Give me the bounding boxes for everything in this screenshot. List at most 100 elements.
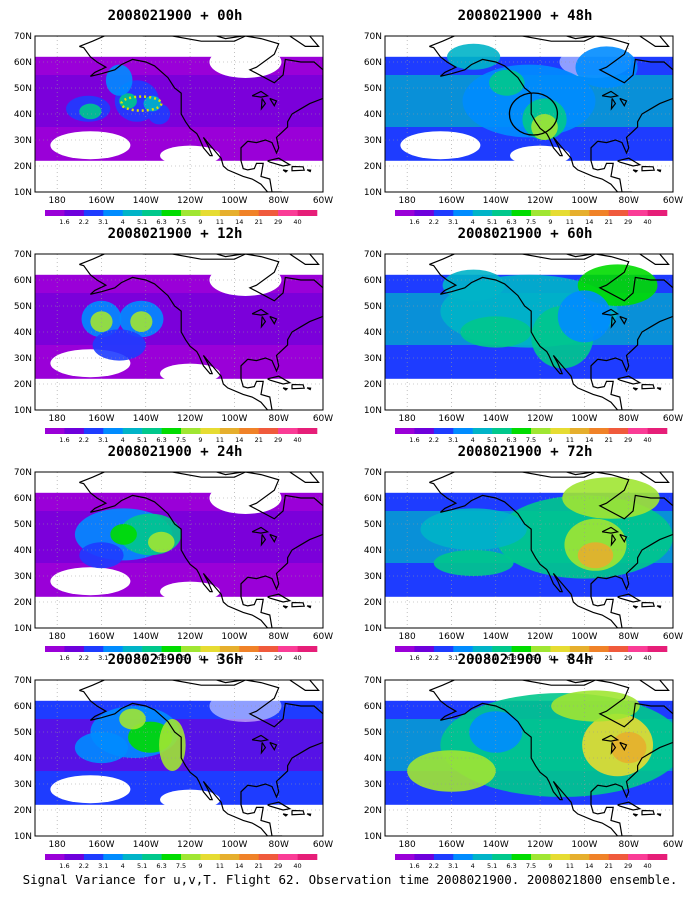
coastline-island — [675, 301, 688, 314]
colorbar-swatch — [414, 646, 435, 652]
coastline-lake — [269, 315, 278, 325]
coastline-island — [306, 387, 312, 391]
colorbar-label: 4 — [121, 654, 125, 662]
coastline-island — [675, 519, 688, 532]
lat-label: 10N — [364, 624, 382, 634]
lat-label: 20N — [14, 380, 32, 390]
coastline-lake — [610, 316, 617, 329]
coastline — [79, 680, 323, 836]
coastline-island — [675, 727, 688, 740]
lon-label: 80W — [269, 196, 289, 206]
colorbar-label: 5.1 — [487, 862, 497, 870]
lon-label: 100W — [221, 414, 247, 424]
variance-blob — [562, 477, 660, 519]
colorbar-label: 21 — [605, 654, 613, 662]
coastline-island — [214, 254, 245, 258]
coastline-north-america — [79, 36, 323, 192]
variance-blob — [577, 542, 614, 569]
variance-blob — [110, 524, 137, 545]
colorbar-label: 6.3 — [506, 654, 516, 662]
colorbar-swatch — [83, 210, 104, 216]
lat-label: 50N — [14, 520, 32, 530]
colorbar-label: 21 — [605, 436, 613, 444]
variance-blob — [557, 290, 611, 343]
colorbar-swatch — [569, 428, 590, 434]
colorbar-swatch — [103, 646, 124, 652]
variance-field — [385, 690, 673, 805]
figure-caption: Signal Variance for u,v,T. Flight 62. Ob… — [22, 872, 678, 887]
colorbar-label: 29 — [624, 218, 632, 226]
colorbar-label: 29 — [624, 436, 632, 444]
lon-label: 100W — [571, 196, 597, 206]
colorbar-swatch — [511, 646, 532, 652]
colorbar-swatch — [161, 646, 182, 652]
colorbar-label: 5.1 — [137, 654, 147, 662]
coastline-lake — [251, 308, 270, 316]
lat-label: 50N — [364, 84, 382, 94]
lat-label: 70N — [14, 32, 32, 42]
colorbar-swatch — [433, 854, 454, 860]
colorbar-label: 6.3 — [156, 862, 166, 870]
colorbar-swatch — [142, 428, 162, 434]
colorbar-swatch — [395, 210, 415, 216]
colorbar-label: 7.5 — [526, 218, 536, 226]
coastline — [79, 254, 323, 410]
colorbar-label: 29 — [274, 218, 282, 226]
colorbar-label: 2.2 — [79, 862, 89, 870]
variance-field — [35, 482, 323, 602]
colorbar-label: 9 — [198, 654, 202, 662]
lat-label: 60N — [364, 494, 382, 504]
colorbar-label: 3.1 — [448, 436, 458, 444]
lon-label: 120W — [177, 196, 203, 206]
colorbar-swatch — [161, 428, 182, 434]
colorbar-label: 21 — [255, 862, 263, 870]
colorbar-swatch — [472, 428, 493, 434]
variance-blob — [407, 750, 496, 792]
colorbar-label: 40 — [293, 654, 301, 662]
coastline-island — [638, 254, 670, 265]
coastline-island — [632, 605, 639, 609]
lon-label: 140W — [483, 196, 509, 206]
lon-label: 80W — [619, 840, 639, 850]
colorbar-swatch — [628, 854, 648, 860]
variance-blob — [105, 64, 133, 96]
lat-label: 20N — [364, 806, 382, 816]
variance-blob — [442, 269, 505, 301]
colorbar-swatch — [219, 854, 240, 860]
lat-label: 60N — [364, 58, 382, 68]
variance-blob — [119, 708, 146, 730]
colorbar-swatch — [647, 210, 668, 216]
map-frame — [34, 679, 324, 837]
coastline-lake — [269, 533, 278, 543]
coastline-lake — [260, 534, 267, 547]
lat-label: 30N — [14, 780, 32, 790]
colorbar-swatch — [122, 646, 143, 652]
map-24h: 70N 60N 50N 40N 30N 20N 10N 180 160W 140W 120W 100W… — [14, 468, 333, 662]
lat-label: 60N — [14, 702, 32, 712]
lat-label: 40N — [14, 546, 32, 556]
lat-label: 30N — [364, 780, 382, 790]
lat-label: 10N — [364, 406, 382, 416]
colorbar-label: 3.1 — [98, 436, 108, 444]
coastline-island — [306, 813, 312, 817]
colorbar-swatch — [453, 646, 474, 652]
variance-field — [385, 477, 673, 597]
lon-label: 100W — [571, 632, 597, 642]
colorbar-swatch — [297, 646, 318, 652]
lon-label: 120W — [527, 196, 553, 206]
colorbar-label: 11 — [566, 654, 574, 662]
colorbar-label: 40 — [293, 218, 301, 226]
lon-label: 140W — [483, 414, 509, 424]
coastline-north-america — [429, 472, 673, 628]
colorbar-swatch — [122, 854, 143, 860]
lon-label: 140W — [133, 632, 159, 642]
map-frame — [34, 471, 324, 629]
colorbar-label: 21 — [605, 218, 613, 226]
coastline-island — [675, 83, 688, 96]
lon-label: 180 — [399, 414, 416, 424]
lon-label: 100W — [221, 196, 247, 206]
colorbar-label: 9 — [198, 436, 202, 444]
map-frame — [384, 679, 674, 837]
lat-label: 60N — [14, 494, 32, 504]
colorbar-label: 29 — [274, 654, 282, 662]
